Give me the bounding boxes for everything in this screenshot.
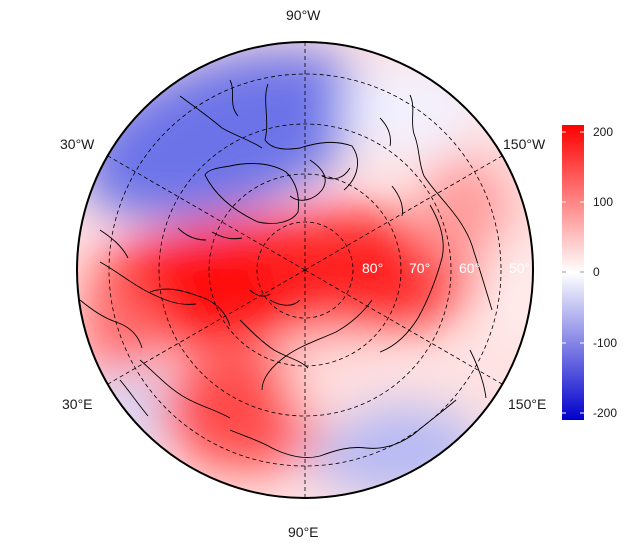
- map-border: [76, 41, 534, 499]
- colorbar-tick-neg200: -200: [593, 406, 618, 420]
- lon-label-150w: 150°W: [503, 136, 546, 152]
- colorbar-tick-200: 200: [593, 125, 614, 139]
- colorbar-tick-0: 0: [593, 265, 600, 279]
- lat-label-70: 70°: [409, 260, 430, 276]
- colorbar-tick-neg100: -100: [593, 336, 618, 350]
- lon-label-90w: 90°W: [286, 7, 321, 23]
- graticule: [107, 42, 503, 498]
- colorbar-gradient: [562, 125, 584, 420]
- lon-label-30w: 30°W: [60, 136, 95, 152]
- colorbar-tick-100: 100: [593, 195, 614, 209]
- lon-label-30e: 30°E: [62, 396, 93, 412]
- coastlines: [79, 79, 493, 459]
- lat-label-60: 60°: [459, 260, 480, 276]
- lat-label-80: 80°: [362, 260, 383, 276]
- lon-label-90e: 90°E: [288, 524, 319, 540]
- colorbar: [562, 125, 584, 420]
- lon-label-150e: 150°E: [508, 396, 547, 412]
- lat-label-50: 50°: [509, 260, 530, 276]
